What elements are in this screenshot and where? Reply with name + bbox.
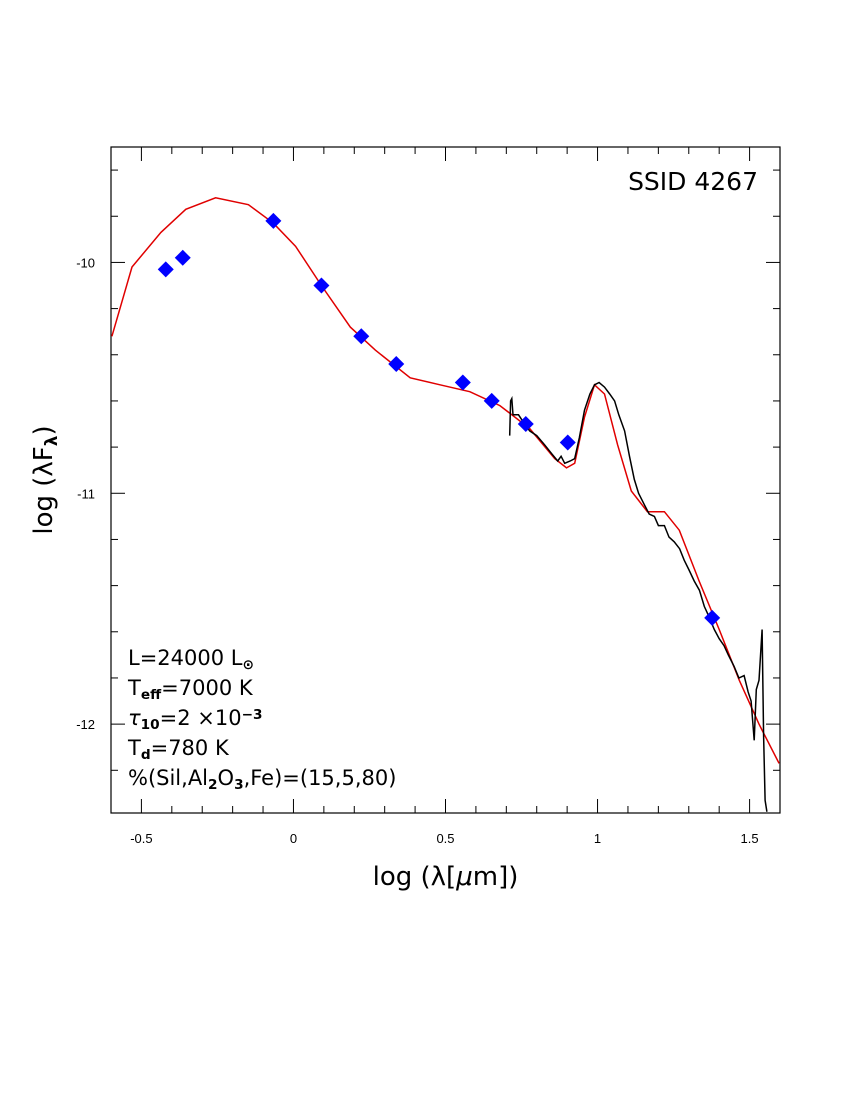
- photometry-point: [313, 277, 330, 294]
- photometry-point: [704, 609, 721, 626]
- text-run: ): [29, 425, 59, 435]
- spectrum-line: [508, 381, 768, 812]
- text-run: λ: [41, 435, 61, 446]
- text-run: %(Sil,Al: [128, 766, 208, 790]
- text-run: =7000 K: [161, 676, 254, 700]
- text-run: T: [127, 676, 141, 700]
- photometry-point: [174, 249, 191, 266]
- text-run: 2: [208, 777, 218, 793]
- photometry-point: [353, 328, 370, 345]
- chart-title: SSID 4267: [628, 167, 758, 196]
- photometry-point: [265, 212, 282, 229]
- x-tick-label: -0.5: [130, 831, 152, 846]
- annotation: τ10=2 ×10−3: [128, 706, 263, 733]
- x-tick-label: 1.5: [741, 831, 759, 846]
- x-tick-label: 0.5: [436, 831, 454, 846]
- text-run: 3: [234, 777, 244, 793]
- y-tick-label: -11: [77, 486, 95, 501]
- text-run: m]): [473, 862, 519, 892]
- text-run: ⊙: [242, 657, 253, 673]
- text-run: τ: [128, 706, 141, 730]
- annotation: Teff=7000 K: [127, 676, 254, 703]
- text-run: −3: [242, 707, 263, 723]
- text-run: μ: [455, 862, 473, 892]
- photometry-point: [157, 261, 174, 278]
- annotation: Td=780 K: [127, 736, 230, 763]
- text-run: ,Fe)=(15,5,80): [244, 766, 397, 790]
- text-run: O: [218, 766, 235, 790]
- annotation: L=24000 L⊙: [128, 646, 254, 673]
- x-tick-label: 0: [290, 831, 297, 846]
- text-run: =780 K: [151, 736, 230, 760]
- text-run: log (λF: [29, 446, 59, 534]
- photometry-point: [454, 374, 471, 391]
- x-axis-label: log (λ[μm]): [373, 862, 519, 892]
- x-tick-label: 1: [594, 831, 601, 846]
- photometry-point: [517, 416, 534, 433]
- text-run: L=24000 L: [128, 646, 243, 670]
- spectrum-line: [111, 197, 780, 764]
- text-run: log (λ[: [373, 862, 457, 892]
- photometry-point: [559, 434, 576, 451]
- y-tick-label: -12: [76, 717, 95, 732]
- text-run: =2 ×10: [160, 706, 242, 730]
- annotation: %(Sil,Al2O3,Fe)=(15,5,80): [128, 766, 396, 793]
- y-tick-label: -10: [76, 255, 95, 270]
- text-run: eff: [141, 687, 162, 703]
- photometry-point: [388, 355, 405, 372]
- y-axis-label: log (λFλ): [29, 425, 61, 534]
- photometry-point: [483, 392, 500, 409]
- text-run: 10: [141, 717, 160, 733]
- text-run: d: [141, 747, 151, 763]
- text-run: T: [127, 736, 141, 760]
